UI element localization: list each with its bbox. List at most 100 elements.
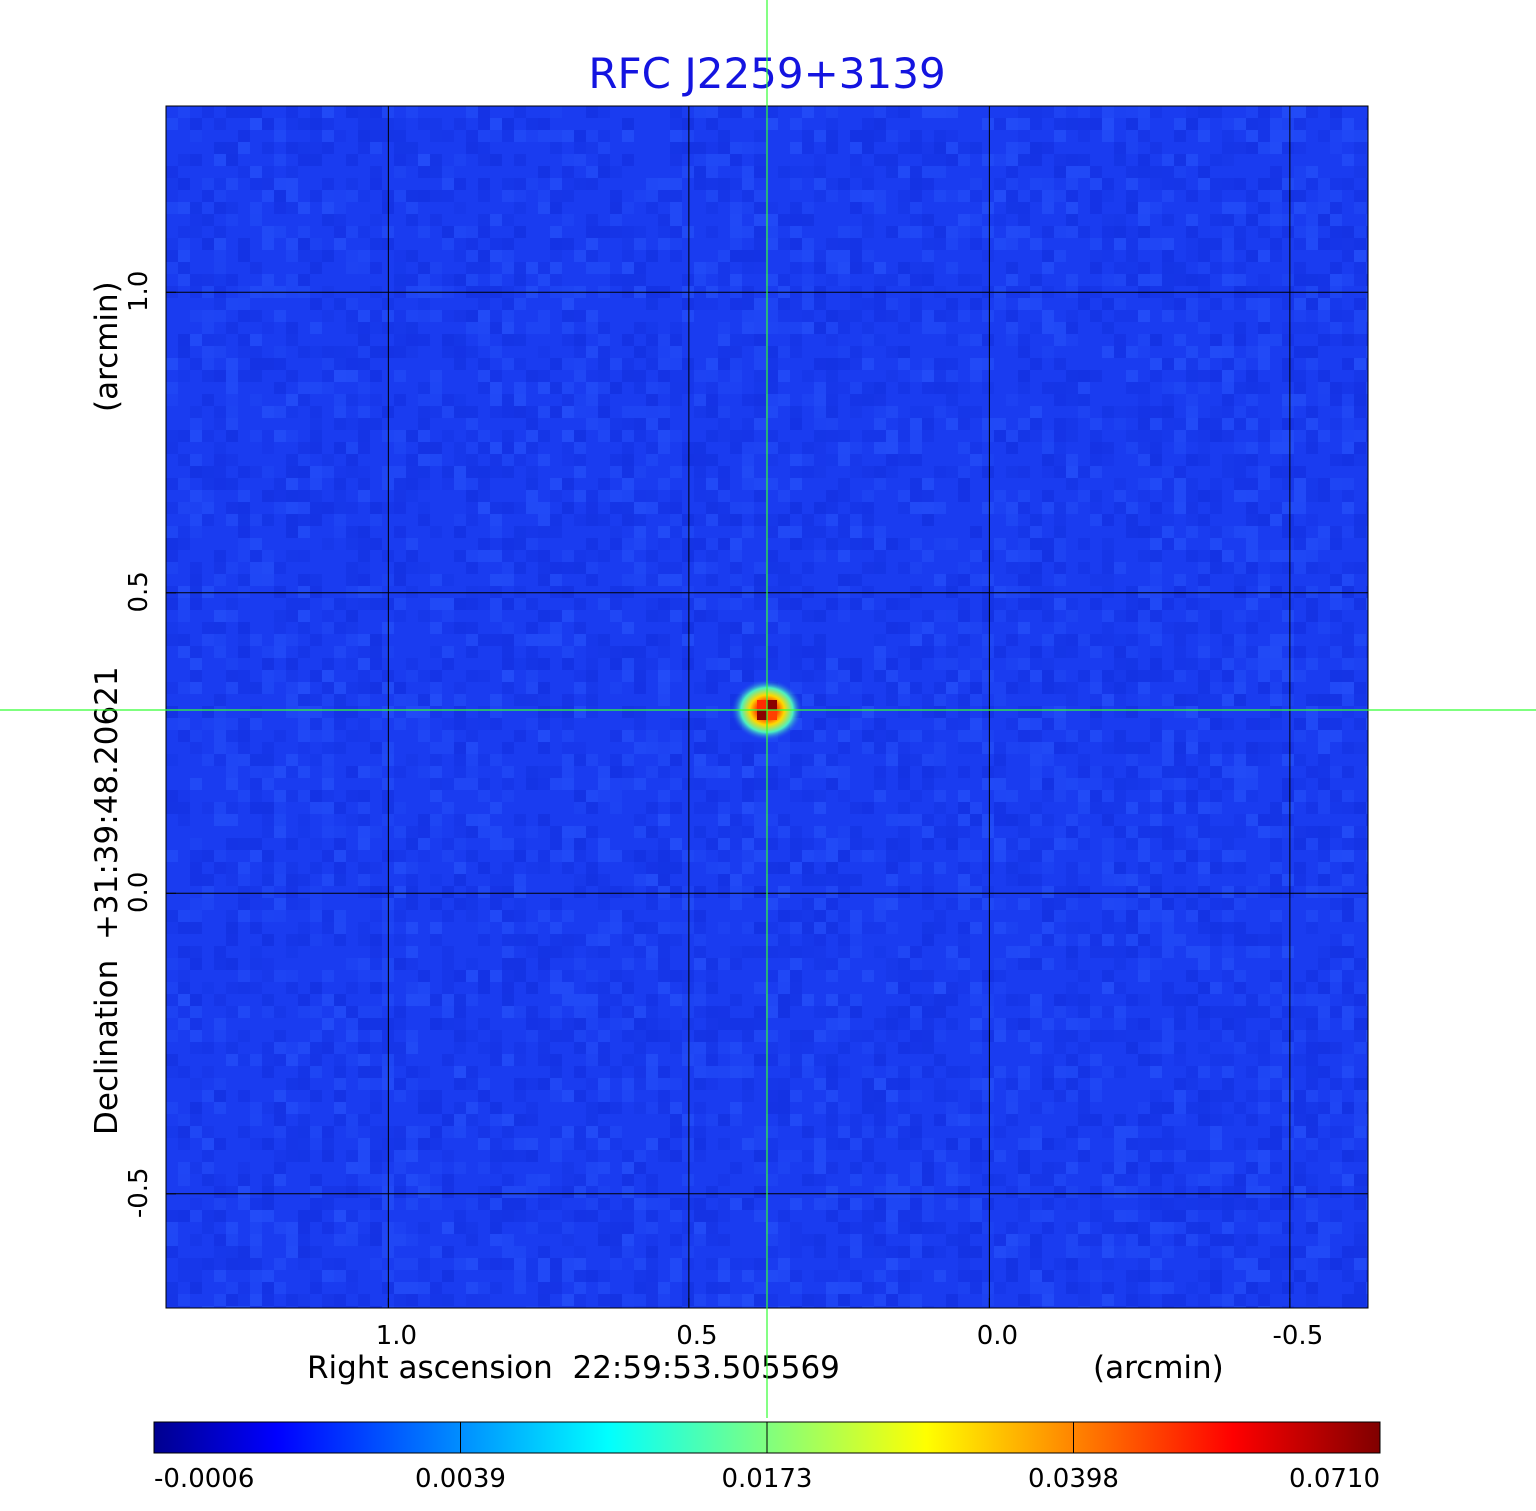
noise-pixel — [934, 610, 946, 622]
noise-pixel — [778, 490, 790, 502]
noise-pixel — [1294, 418, 1306, 430]
noise-pixel — [1210, 850, 1222, 862]
noise-pixel — [430, 790, 442, 802]
noise-pixel — [658, 682, 670, 694]
noise-pixel — [790, 166, 802, 178]
noise-pixel — [214, 118, 226, 130]
noise-pixel — [442, 130, 454, 142]
noise-pixel — [886, 106, 898, 118]
noise-pixel — [634, 274, 646, 286]
noise-pixel — [1162, 406, 1174, 418]
noise-pixel — [814, 322, 826, 334]
noise-pixel — [970, 874, 982, 886]
noise-pixel — [706, 514, 718, 526]
noise-pixel — [886, 814, 898, 826]
noise-pixel — [550, 406, 562, 418]
noise-pixel — [418, 442, 430, 454]
noise-pixel — [1366, 130, 1368, 142]
noise-pixel — [1186, 394, 1198, 406]
noise-pixel — [694, 166, 706, 178]
noise-pixel — [1126, 1150, 1138, 1162]
noise-pixel — [1234, 1138, 1246, 1150]
noise-pixel — [1042, 1102, 1054, 1114]
noise-pixel — [718, 142, 730, 154]
noise-pixel — [1354, 514, 1366, 526]
noise-pixel — [442, 394, 454, 406]
noise-pixel — [1030, 562, 1042, 574]
noise-pixel — [814, 646, 826, 658]
noise-pixel — [1186, 298, 1198, 310]
noise-pixel — [562, 970, 574, 982]
noise-pixel — [562, 658, 574, 670]
noise-pixel — [226, 382, 238, 394]
noise-pixel — [682, 358, 694, 370]
noise-pixel — [262, 490, 274, 502]
noise-pixel — [1234, 1102, 1246, 1114]
noise-pixel — [430, 1102, 442, 1114]
noise-pixel — [658, 598, 670, 610]
noise-pixel — [874, 658, 886, 670]
noise-pixel — [406, 250, 418, 262]
noise-pixel — [970, 922, 982, 934]
noise-pixel — [262, 406, 274, 418]
noise-pixel — [862, 250, 874, 262]
noise-pixel — [670, 994, 682, 1006]
noise-pixel — [910, 1018, 922, 1030]
noise-pixel — [1138, 406, 1150, 418]
noise-pixel — [238, 1186, 250, 1198]
noise-pixel — [754, 586, 766, 598]
noise-pixel — [1294, 718, 1306, 730]
noise-pixel — [1330, 142, 1342, 154]
noise-pixel — [334, 442, 346, 454]
noise-pixel — [1366, 262, 1368, 274]
noise-pixel — [1150, 898, 1162, 910]
noise-pixel — [718, 538, 730, 550]
noise-pixel — [910, 490, 922, 502]
noise-pixel — [394, 166, 406, 178]
noise-pixel — [898, 226, 910, 238]
noise-pixel — [1258, 478, 1270, 490]
noise-pixel — [358, 190, 370, 202]
noise-pixel — [298, 1042, 310, 1054]
noise-pixel — [1138, 478, 1150, 490]
noise-pixel — [958, 418, 970, 430]
noise-pixel — [310, 1126, 322, 1138]
noise-pixel — [310, 382, 322, 394]
noise-pixel — [562, 382, 574, 394]
noise-pixel — [1342, 1006, 1354, 1018]
noise-pixel — [994, 838, 1006, 850]
noise-pixel — [598, 766, 610, 778]
noise-pixel — [982, 250, 994, 262]
noise-pixel — [1006, 562, 1018, 574]
noise-pixel — [562, 850, 574, 862]
noise-pixel — [490, 118, 502, 130]
noise-pixel — [1330, 850, 1342, 862]
noise-pixel — [994, 502, 1006, 514]
noise-pixel — [1186, 118, 1198, 130]
noise-pixel — [1186, 790, 1198, 802]
noise-pixel — [346, 958, 358, 970]
noise-pixel — [706, 766, 718, 778]
noise-pixel — [514, 886, 526, 898]
noise-pixel — [622, 970, 634, 982]
noise-pixel — [190, 418, 202, 430]
noise-pixel — [1186, 478, 1198, 490]
noise-pixel — [346, 658, 358, 670]
noise-pixel — [298, 706, 310, 718]
noise-pixel — [790, 634, 802, 646]
noise-pixel — [1234, 694, 1246, 706]
noise-pixel — [1234, 118, 1246, 130]
noise-pixel — [862, 142, 874, 154]
noise-pixel — [286, 118, 298, 130]
noise-pixel — [346, 106, 358, 118]
noise-pixel — [526, 418, 538, 430]
noise-pixel — [1366, 898, 1368, 910]
noise-pixel — [622, 1030, 634, 1042]
noise-pixel — [622, 502, 634, 514]
noise-pixel — [1186, 1102, 1198, 1114]
noise-pixel — [430, 778, 442, 790]
noise-pixel — [970, 550, 982, 562]
noise-pixel — [178, 370, 190, 382]
noise-pixel — [334, 826, 346, 838]
noise-pixel — [430, 310, 442, 322]
